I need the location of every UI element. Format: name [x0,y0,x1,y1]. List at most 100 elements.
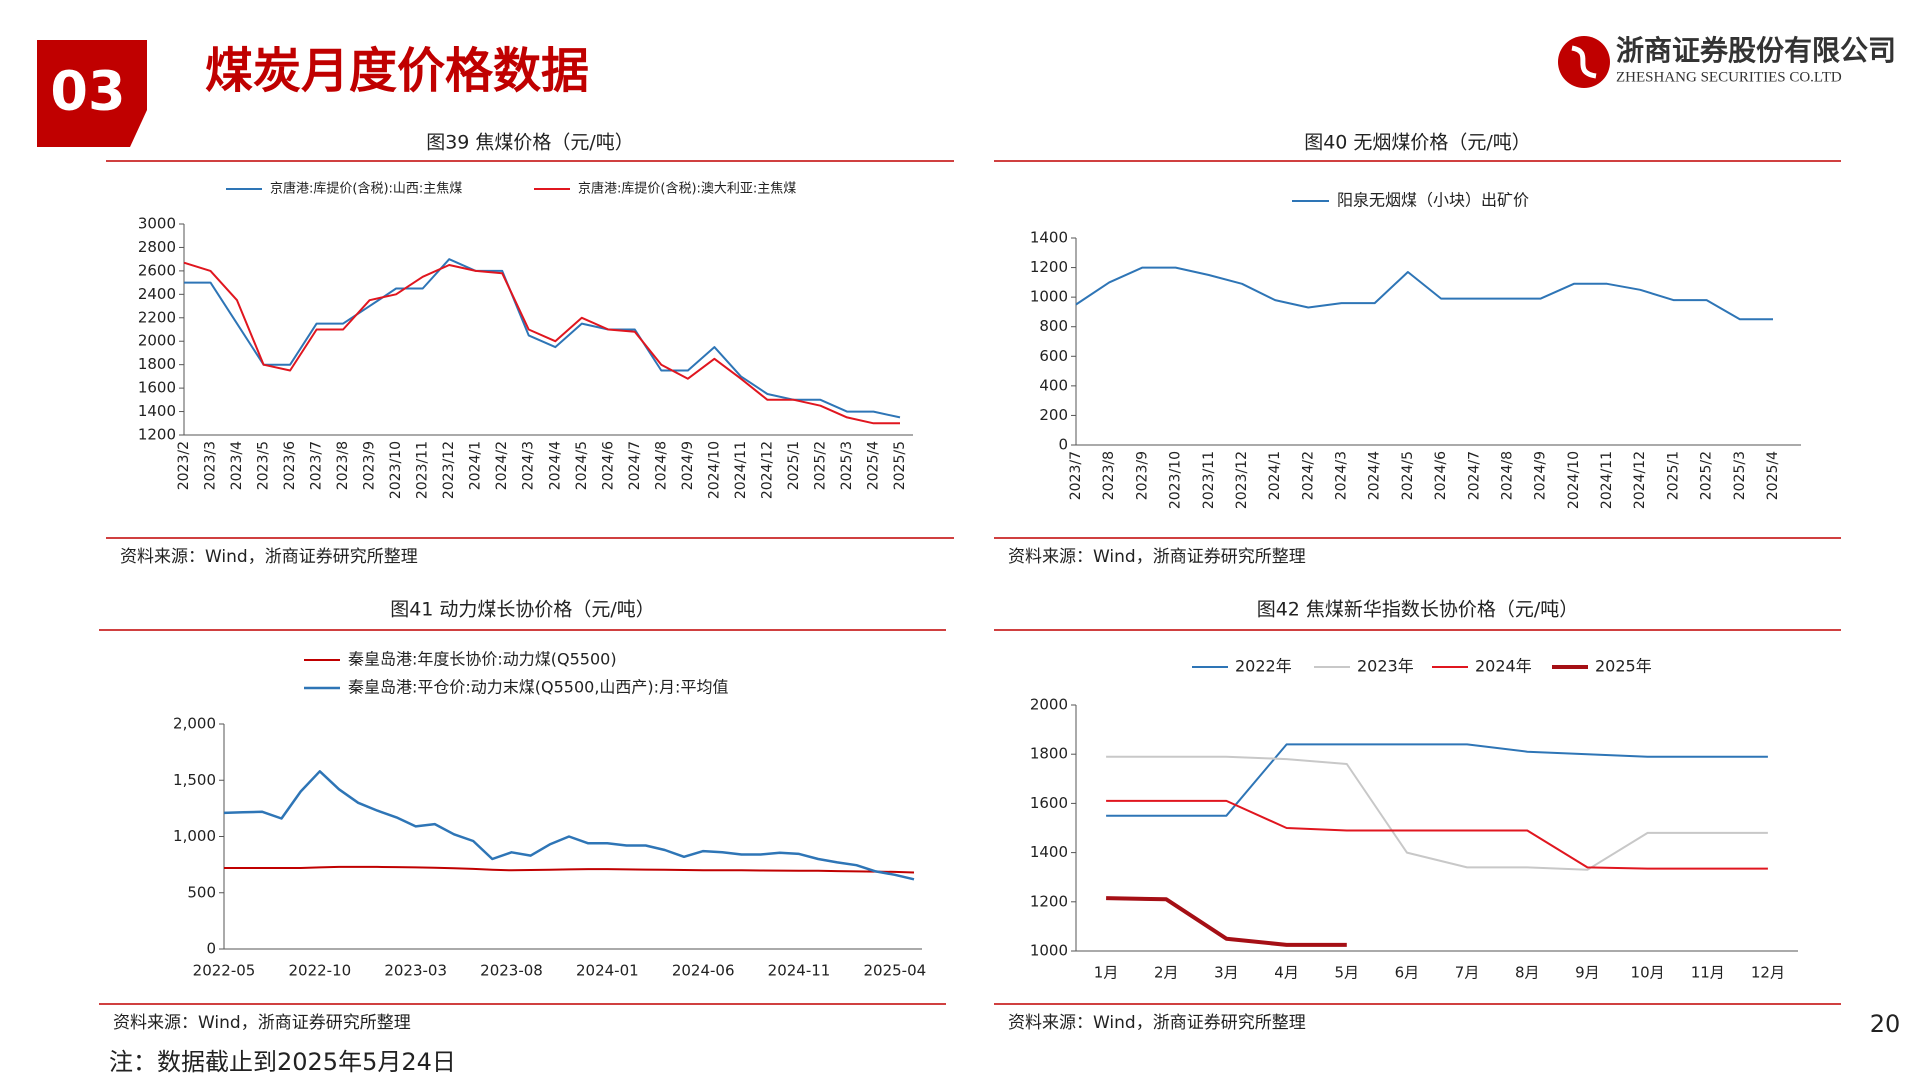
x-tick-label: 2024-11 [768,962,831,980]
y-tick-label: 1000 [1030,942,1068,960]
y-tick-label: 2600 [138,261,176,279]
x-tick-label: 2023/7 [1068,451,1084,500]
x-tick-label: 2025/1 [1665,451,1681,500]
x-tick-label: 2023/12 [441,441,457,499]
x-tick-label: 2024/9 [680,441,696,490]
x-tick-label: 8月 [1515,964,1540,982]
x-tick-label: 2024/1 [468,441,484,490]
x-tick-label: 2024/12 [1632,451,1648,509]
x-tick-label: 2024/9 [1533,451,1549,500]
x-tick-label: 2025/3 [1732,451,1748,500]
page-number: 20 [1870,1010,1901,1038]
series-line [1106,743,1768,817]
legend-label: 2025年 [1595,657,1652,676]
x-tick-label: 2024-06 [672,962,735,980]
x-tick-label: 9月 [1575,964,1600,982]
x-tick-label: 2025/4 [1765,451,1781,500]
x-tick-label: 11月 [1691,964,1725,982]
legend-label: 阳泉无烟煤（小块）出矿价 [1337,191,1529,210]
source: 资料来源：Wind，浙商证券研究所整理 [1008,1013,1306,1033]
x-tick-label: 2024/2 [494,441,510,490]
series-line [1106,799,1768,870]
x-tick-label: 2025/2 [1699,451,1715,500]
x-tick-label: 2024/11 [733,441,749,499]
x-tick-label: 12月 [1751,964,1785,982]
x-tick-label: 4月 [1274,964,1299,982]
x-tick-label: 1月 [1094,964,1119,982]
x-tick-label: 2023/5 [256,441,272,490]
y-tick-label: 1400 [1030,229,1068,247]
x-tick-label: 3月 [1214,964,1239,982]
x-tick-label: 2024/3 [521,441,537,490]
series-line [224,865,915,874]
y-tick-label: 1,500 [173,771,216,789]
x-tick-label: 7月 [1455,964,1480,982]
x-tick-label: 2023/9 [1134,451,1150,500]
x-tick-label: 2024/3 [1334,451,1350,500]
series-line [223,770,915,881]
x-tick-label: 2024/7 [627,441,643,490]
chart-title: 图39 焦煤价格（元/吨） [426,132,634,154]
x-tick-label: 2024/5 [574,441,590,490]
x-tick-label: 2024/6 [1433,451,1449,500]
company-name-en: ZHESHANG SECURITIES CO.LTD [1616,69,1842,85]
x-tick-label: 2024/10 [706,441,722,499]
x-tick-label: 5月 [1334,964,1359,982]
x-tick-label: 2023/6 [282,441,298,490]
source: 资料来源：Wind，浙商证券研究所整理 [1008,547,1306,567]
y-tick-label: 2,000 [173,715,216,733]
y-tick-label: 1400 [1030,843,1068,861]
x-tick-label: 2024/8 [653,441,669,490]
x-tick-label: 2025/4 [865,441,881,490]
y-tick-label: 1200 [138,426,176,444]
legend-label: 京唐港:库提价(含税):山西:主焦煤 [270,181,462,197]
y-tick-label: 2400 [138,285,176,303]
x-tick-label: 2023/10 [388,441,404,499]
y-tick-label: 1400 [138,402,176,420]
x-tick-label: 2025/2 [812,441,828,490]
series-line [184,258,901,419]
x-tick-label: 2023/8 [335,441,351,490]
x-tick-label: 2025/1 [786,441,802,490]
y-tick-label: 3000 [138,215,176,233]
legend-label: 秦皇岛港:年度长协价:动力煤(Q5500) [348,650,617,669]
y-tick-label: 2000 [138,332,176,350]
x-tick-label: 2024/8 [1499,451,1515,500]
y-tick-label: 800 [1039,317,1068,335]
slide-title: 煤炭月度价格数据 [205,43,589,99]
series-line [1106,896,1347,947]
x-tick-label: 2月 [1154,964,1179,982]
x-tick-label: 2023-03 [384,962,447,980]
x-tick-label: 2025/5 [892,441,908,490]
y-tick-label: 1800 [1030,745,1068,763]
x-tick-label: 2024/4 [1367,451,1383,500]
company-name: 浙商证券股份有限公司 [1616,34,1896,67]
y-tick-label: 1600 [1030,794,1068,812]
x-tick-label: 2023-08 [480,962,543,980]
y-tick-label: 400 [1039,376,1068,394]
y-tick-label: 500 [187,883,216,901]
x-tick-label: 10月 [1631,964,1665,982]
series-line [1106,755,1768,871]
x-tick-label: 2024/5 [1400,451,1416,500]
y-tick-label: 2800 [138,238,176,256]
x-tick-label: 2022-10 [288,962,351,980]
legend-label: 2024年 [1475,657,1532,676]
legend-label: 秦皇岛港:平仓价:动力末煤(Q5500,山西产):月:平均值 [348,678,728,697]
legend-label: 2022年 [1235,657,1292,676]
series-line [1075,266,1773,321]
y-tick-label: 2200 [138,308,176,326]
x-tick-label: 2023/8 [1101,451,1117,500]
x-tick-label: 2024/4 [547,441,563,490]
x-tick-label: 2023/2 [176,441,192,490]
x-tick-label: 2024/6 [600,441,616,490]
x-tick-label: 2024/7 [1466,451,1482,500]
footnote: 注：数据截止到2025年5月24日 [109,1048,456,1076]
x-tick-label: 6月 [1395,964,1420,982]
x-tick-label: 2023/11 [1201,451,1217,509]
y-tick-label: 2000 [1030,696,1068,714]
x-tick-label: 2023/10 [1168,451,1184,509]
chart-title: 图40 无烟煤价格（元/吨） [1304,132,1531,154]
